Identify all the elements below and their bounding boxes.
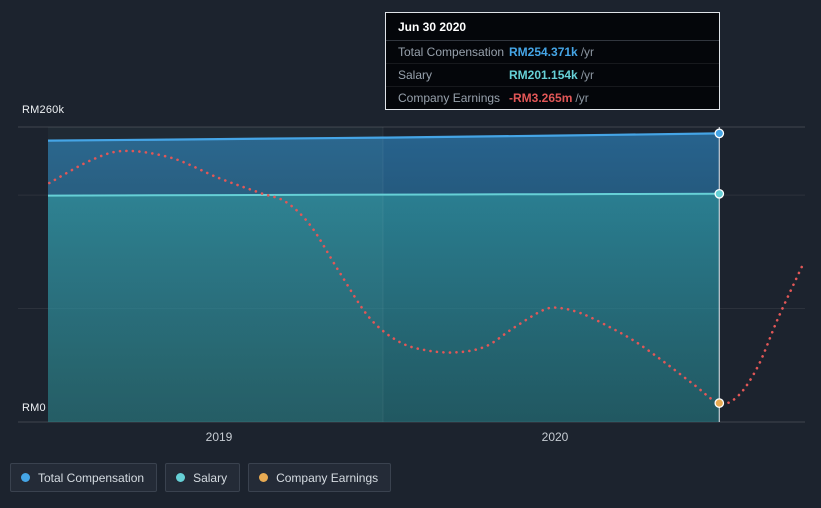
legend-dot-earnings-icon [259, 473, 269, 482]
legend-item-total-compensation[interactable]: Total Compensation [10, 463, 158, 492]
x-axis-tick-2020: 2020 [541, 430, 569, 444]
legend: Total Compensation Salary Company Earnin… [10, 463, 392, 492]
legend-dot-salary-icon [176, 473, 186, 482]
tooltip-row-suffix: /yr [575, 91, 589, 105]
tooltip-row-suffix: /yr [580, 68, 595, 82]
y-axis-label-min: RM0 [22, 402, 46, 414]
tooltip-row-value: RM254.371k [509, 45, 578, 59]
x-axis-tick-2019: 2019 [205, 430, 233, 444]
legend-item-salary[interactable]: Salary [165, 463, 241, 492]
tooltip-row-company-earnings: Company Earnings -RM3.265m /yr [386, 86, 719, 109]
y-axis-label-max: RM260k [22, 104, 65, 116]
tooltip: Jun 30 2020 Total Compensation RM254.371… [385, 12, 720, 110]
tooltip-row-value: RM201.154k [509, 68, 578, 82]
legend-label-earnings: Company Earnings [276, 470, 379, 485]
legend-dot-total-icon [21, 473, 30, 482]
tooltip-row-suffix: /yr [580, 45, 595, 59]
tooltip-row-label: Company Earnings [398, 91, 501, 105]
tooltip-row-salary: Salary RM201.154k /yr [386, 63, 719, 86]
legend-item-company-earnings[interactable]: Company Earnings [248, 463, 392, 492]
tooltip-row-value: -RM3.265m [509, 91, 573, 105]
legend-label-total: Total Compensation [38, 470, 145, 485]
legend-label-salary: Salary [193, 470, 228, 485]
tooltip-row-label: Salary [398, 68, 433, 82]
tooltip-row-total-compensation: Total Compensation RM254.371k /yr [386, 41, 719, 63]
tooltip-row-label: Total Compensation [398, 45, 505, 59]
tooltip-date: Jun 30 2020 [386, 13, 719, 41]
